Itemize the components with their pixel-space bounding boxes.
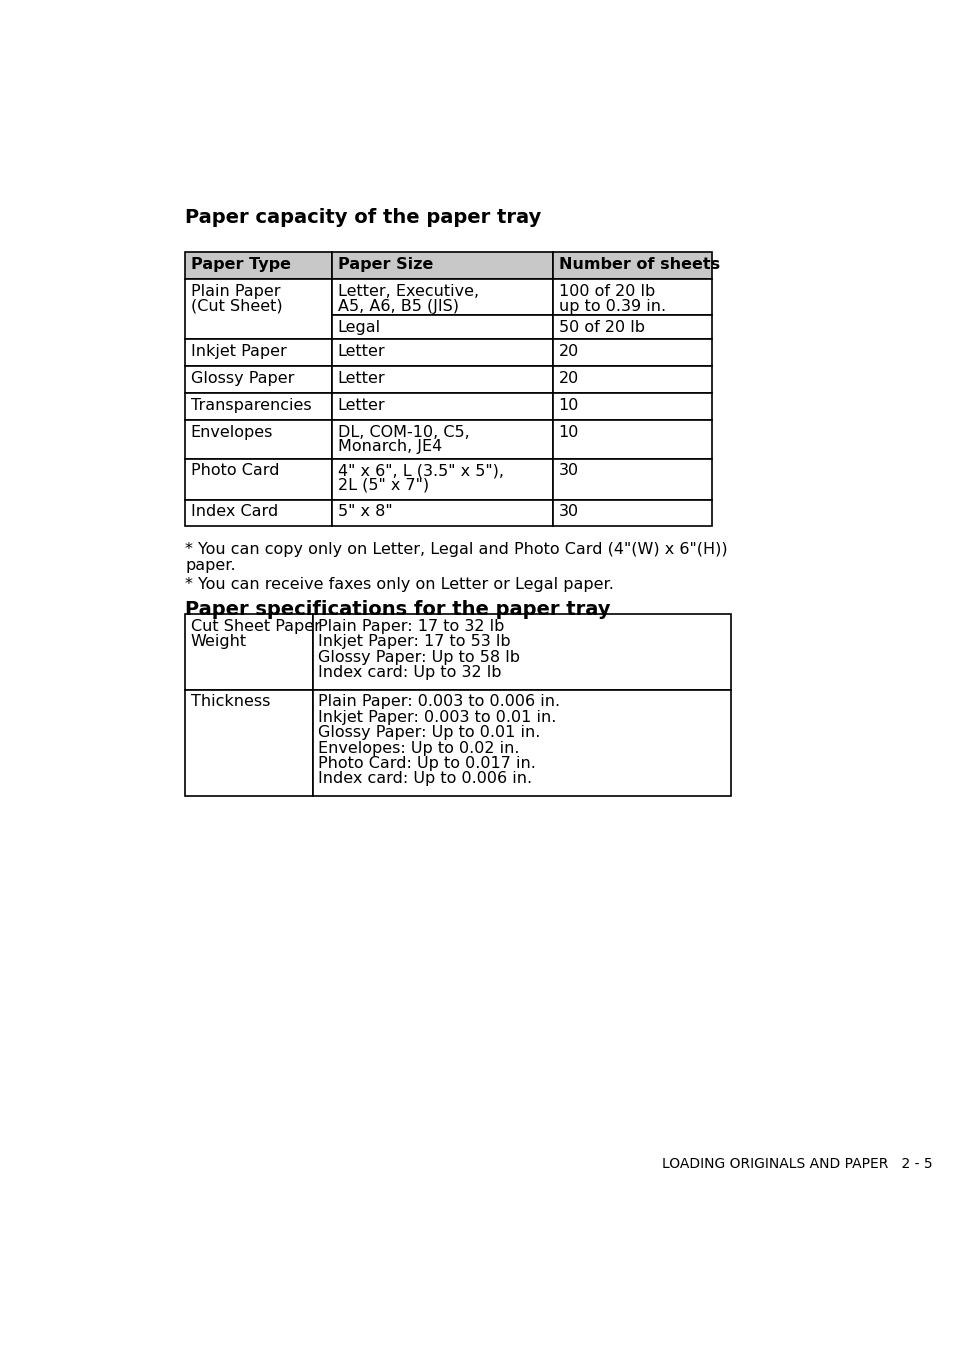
Text: DL, COM-10, C5,: DL, COM-10, C5, xyxy=(337,425,469,439)
Text: 50 of 20 lb: 50 of 20 lb xyxy=(558,320,644,335)
Bar xyxy=(553,458,711,499)
Bar xyxy=(332,280,553,315)
Bar xyxy=(553,366,711,393)
Text: 100 of 20 lb: 100 of 20 lb xyxy=(558,284,655,299)
Text: Envelopes: Up to 0.02 in.: Envelopes: Up to 0.02 in. xyxy=(318,741,519,756)
Text: Legal: Legal xyxy=(337,320,380,335)
Text: Inkjet Paper: 0.003 to 0.01 in.: Inkjet Paper: 0.003 to 0.01 in. xyxy=(318,710,557,725)
Bar xyxy=(553,339,711,366)
Text: Plain Paper: 17 to 32 lb: Plain Paper: 17 to 32 lb xyxy=(318,619,504,634)
Bar xyxy=(185,366,332,393)
Bar xyxy=(332,420,553,458)
Text: 10: 10 xyxy=(558,397,578,412)
Text: Plain Paper: 0.003 to 0.006 in.: Plain Paper: 0.003 to 0.006 in. xyxy=(318,695,560,710)
Text: * You can copy only on Letter, Legal and Photo Card (4"(W) x 6"(H)): * You can copy only on Letter, Legal and… xyxy=(185,542,727,557)
Text: Paper capacity of the paper tray: Paper capacity of the paper tray xyxy=(185,208,540,227)
Text: Letter: Letter xyxy=(337,343,385,360)
Bar xyxy=(332,499,553,526)
Bar xyxy=(313,614,731,690)
Bar xyxy=(553,499,711,526)
Bar xyxy=(553,420,711,458)
Bar xyxy=(185,690,313,796)
Text: Inkjet Paper: 17 to 53 lb: Inkjet Paper: 17 to 53 lb xyxy=(318,634,511,649)
Bar xyxy=(553,393,711,420)
Text: Glossy Paper: Up to 0.01 in.: Glossy Paper: Up to 0.01 in. xyxy=(318,725,540,740)
Text: * You can receive faxes only on Letter or Legal paper.: * You can receive faxes only on Letter o… xyxy=(185,577,614,592)
Text: 30: 30 xyxy=(558,464,578,479)
Text: Glossy Paper: Glossy Paper xyxy=(191,370,294,385)
Text: Letter: Letter xyxy=(337,370,385,385)
Text: Index card: Up to 32 lb: Index card: Up to 32 lb xyxy=(318,665,501,680)
Text: Monarch, JE4: Monarch, JE4 xyxy=(337,439,441,454)
Text: 5" x 8": 5" x 8" xyxy=(337,504,392,519)
Text: 10: 10 xyxy=(558,425,578,439)
Bar xyxy=(185,393,332,420)
Text: Weight: Weight xyxy=(191,634,247,649)
Bar xyxy=(185,253,332,280)
Bar xyxy=(332,315,553,339)
Text: Paper specifications for the paper tray: Paper specifications for the paper tray xyxy=(185,600,610,619)
Text: Inkjet Paper: Inkjet Paper xyxy=(191,343,286,360)
Text: Number of sheets: Number of sheets xyxy=(558,257,720,272)
Text: Letter, Executive,: Letter, Executive, xyxy=(337,284,478,299)
Text: 20: 20 xyxy=(558,370,578,385)
Text: Envelopes: Envelopes xyxy=(191,425,273,439)
Bar xyxy=(185,458,332,499)
Text: 2L (5" x 7"): 2L (5" x 7") xyxy=(337,479,429,493)
Text: 4" x 6", L (3.5" x 5"),: 4" x 6", L (3.5" x 5"), xyxy=(337,464,503,479)
Text: 20: 20 xyxy=(558,343,578,360)
Text: 30: 30 xyxy=(558,504,578,519)
Bar xyxy=(185,614,313,690)
Text: (Cut Sheet): (Cut Sheet) xyxy=(191,299,282,314)
Bar xyxy=(553,315,711,339)
Text: Transparencies: Transparencies xyxy=(191,397,311,412)
Bar xyxy=(185,339,332,366)
Text: Glossy Paper: Up to 58 lb: Glossy Paper: Up to 58 lb xyxy=(318,650,520,665)
Text: up to 0.39 in.: up to 0.39 in. xyxy=(558,299,665,314)
Text: Cut Sheet Paper: Cut Sheet Paper xyxy=(191,619,320,634)
Text: Photo Card: Photo Card xyxy=(191,464,279,479)
Text: Photo Card: Up to 0.017 in.: Photo Card: Up to 0.017 in. xyxy=(318,756,536,771)
Bar xyxy=(185,420,332,458)
Bar xyxy=(185,280,332,339)
Text: Paper Type: Paper Type xyxy=(191,257,291,272)
Text: A5, A6, B5 (JIS): A5, A6, B5 (JIS) xyxy=(337,299,458,314)
Bar xyxy=(332,366,553,393)
Bar xyxy=(553,280,711,315)
Bar xyxy=(332,253,553,280)
Text: paper.: paper. xyxy=(185,558,235,573)
Bar xyxy=(332,339,553,366)
Text: Index Card: Index Card xyxy=(191,504,277,519)
Text: Letter: Letter xyxy=(337,397,385,412)
Text: Paper Size: Paper Size xyxy=(337,257,433,272)
Bar xyxy=(332,458,553,499)
Bar xyxy=(553,253,711,280)
Text: Index card: Up to 0.006 in.: Index card: Up to 0.006 in. xyxy=(318,771,532,787)
Text: LOADING ORIGINALS AND PAPER   2 - 5: LOADING ORIGINALS AND PAPER 2 - 5 xyxy=(661,1157,931,1171)
Bar xyxy=(332,393,553,420)
Bar xyxy=(313,690,731,796)
Text: Plain Paper: Plain Paper xyxy=(191,284,280,299)
Text: Thickness: Thickness xyxy=(191,695,270,710)
Bar xyxy=(185,499,332,526)
